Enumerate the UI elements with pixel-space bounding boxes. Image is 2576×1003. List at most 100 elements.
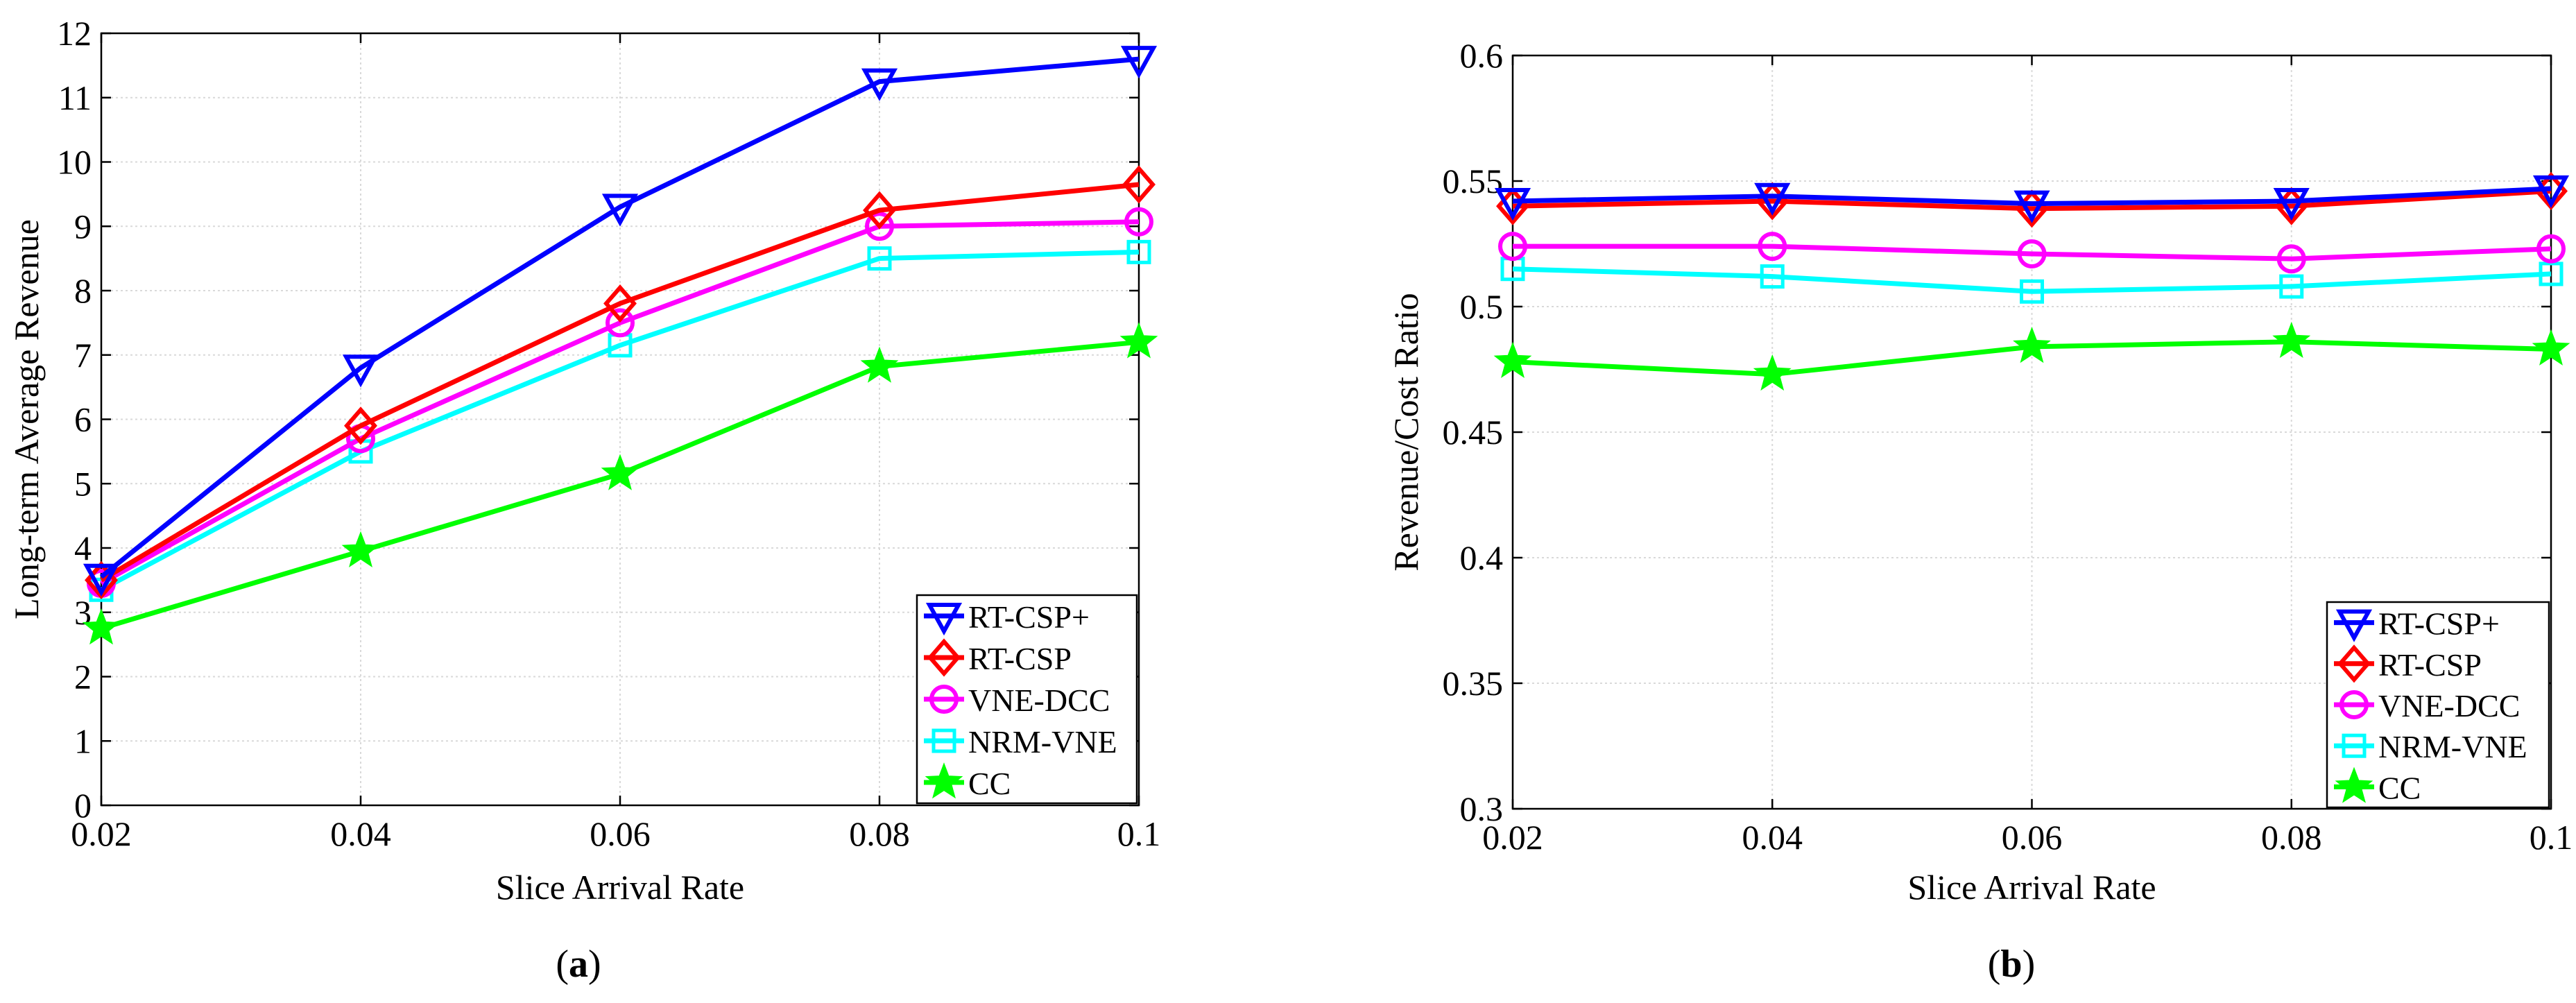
legend-entry: NRM-VNE [2378,729,2527,764]
data-point [603,284,637,323]
x-tick-label: 0.06 [590,814,651,853]
x-tick-label: 0.02 [1482,818,1543,857]
data-point [1493,341,1532,378]
data-point [2539,262,2564,286]
data-point [1122,165,1156,204]
panel-label: (b) [1988,943,2035,986]
data-point [342,354,379,388]
panel-label-letter: b [2000,943,2022,986]
data-point [83,563,120,597]
y-tick-label: 10 [57,143,92,182]
x-tick-label: 0.04 [330,814,391,853]
series-line-rt-csp [100,182,1140,583]
legend-marker [925,762,963,799]
data-point [863,191,896,230]
legend-entry: NRM-VNE [968,724,1117,760]
data-point [2013,190,2050,223]
series-line-rt-csp- [99,56,1140,579]
legend-entry: CC [2378,770,2421,805]
data-point [1498,232,1527,262]
legend-marker [925,603,963,636]
panel-label-letter: a [569,943,588,986]
x-tick-label: 0.1 [1117,814,1161,853]
y-tick-label: 11 [58,78,92,117]
legend-entry: RT-CSP+ [2378,606,2500,642]
data-point [1753,354,1792,391]
legend-marker [2339,690,2369,719]
legend-entry: RT-CSP [2378,647,2482,683]
y-tick-label: 0.35 [1443,664,1504,703]
data-point [344,406,377,445]
y-tick-label: 0.45 [1443,413,1504,452]
data-point [601,194,639,227]
legend-entry: CC [968,766,1011,801]
data-point [1754,182,1791,216]
series-line-vne-dcc [1513,243,2552,262]
series-line-nrm-vne [100,249,1140,592]
data-point [341,531,380,567]
legend-entry: RT-CSP [968,641,1072,676]
x-tick-label: 0.08 [2261,818,2322,857]
y-tick-label: 0 [74,786,92,825]
y-tick-label: 12 [57,14,92,53]
y-tick-label: 0.3 [1460,789,1504,828]
legend-marker [2342,733,2367,758]
legend-marker [2335,766,2373,803]
series-line-rt-csp- [1512,186,2552,207]
chart-panel-a: 0.02 0.04 0.06 0.08 0.10123456789101112Slice… [7,14,1160,986]
legend-entry: RT-CSP+ [968,599,1090,635]
x-axis-label: Slice Arrival Rate [1907,868,2156,907]
chart-panel-b: 0.02 0.04 0.06 0.08 0.1 0.3 0.35 0.4 0.45 0.5 0.55… [1386,36,2573,986]
series-line-vne-dcc [100,219,1140,586]
series-line-nrm-vne [1512,266,2552,294]
x-axis-label: Slice Arrival Rate [496,868,744,907]
data-point [860,346,899,383]
y-tick-label: 9 [74,207,92,246]
y-tick-label: 0.6 [1460,36,1504,75]
y-tick-label: 8 [74,271,92,310]
data-point [2279,274,2304,299]
legend-marker [931,728,956,753]
data-point [2276,244,2306,274]
data-point [861,68,898,101]
y-tick-label: 2 [74,658,92,696]
data-point [606,308,635,338]
data-point [2017,239,2047,268]
data-point [867,246,892,271]
y-axis-label: Revenue/Cost Ratio [1386,293,1425,571]
data-point [2536,234,2566,264]
data-point [2272,321,2311,358]
data-point [82,608,121,645]
data-point [1760,264,1785,289]
x-tick-label: 0.08 [849,814,910,853]
data-point [1120,46,1158,79]
x-tick-label: 0.06 [2002,818,2063,857]
data-point [2532,329,2570,366]
data-point [2013,327,2051,363]
legend-marker [927,638,961,677]
y-tick-label: 4 [74,529,92,567]
y-tick-label: 1 [74,721,92,760]
data-point [1494,187,1531,221]
legend-entry: VNE-DCC [968,683,1110,718]
legend-marker [2337,644,2371,683]
panel-label: (a) [556,943,601,986]
x-tick-label: 0.1 [2530,818,2573,857]
legend-marker [2335,609,2373,642]
y-tick-label: 7 [74,336,92,375]
x-tick-label: 0.04 [1742,818,1803,857]
legend-marker [929,685,959,714]
x-tick-label: 0.02 [71,814,132,853]
y-tick-label: 0.5 [1460,287,1504,326]
y-axis-label: Long-term Average Revenue [7,219,46,619]
data-point [601,454,639,490]
y-tick-label: 0.55 [1443,162,1504,200]
data-point [2020,279,2044,304]
y-tick-label: 6 [74,400,92,439]
y-tick-label: 0.4 [1460,538,1504,577]
data-point [865,212,894,241]
legend-entry: VNE-DCC [2378,688,2520,723]
series-line-rt-csp [1512,189,2552,212]
data-point [1126,239,1151,264]
